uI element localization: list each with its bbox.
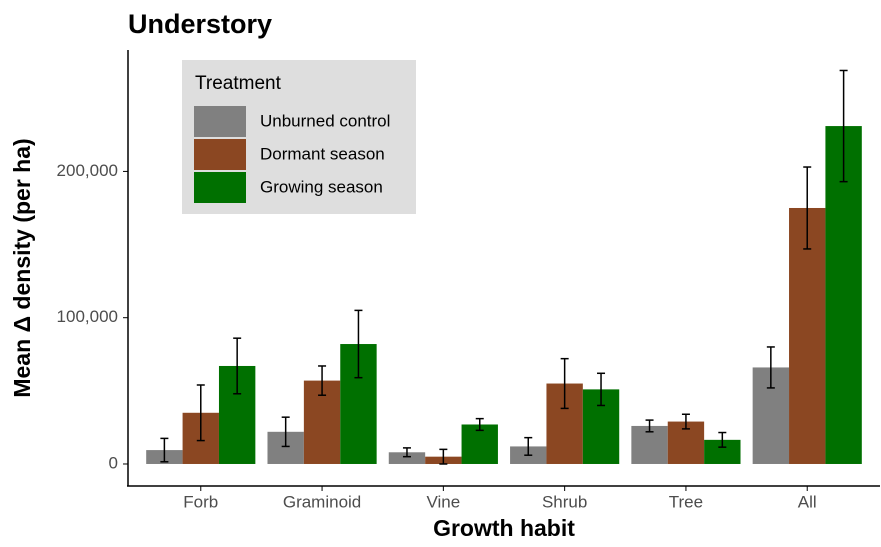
error-bar bbox=[645, 419, 654, 433]
y-tick-label: 200,000 bbox=[57, 161, 118, 180]
legend-title: Treatment bbox=[195, 73, 282, 94]
y-tick-label: 100,000 bbox=[57, 307, 118, 326]
error-bar bbox=[233, 337, 242, 395]
error-bar bbox=[597, 372, 606, 407]
x-axis-title: Growth habit bbox=[433, 515, 575, 541]
error-bar bbox=[718, 431, 727, 448]
x-tick-label: Graminoid bbox=[283, 492, 361, 511]
bar bbox=[388, 452, 426, 464]
error-bar bbox=[524, 436, 533, 456]
error-bar bbox=[281, 416, 290, 448]
legend-label: Unburned control bbox=[260, 111, 390, 130]
error-bar bbox=[160, 437, 169, 463]
error-bar bbox=[439, 448, 448, 465]
y-tick-label: 0 bbox=[109, 453, 118, 472]
x-tick-label: Forb bbox=[183, 492, 218, 511]
x-tick-label: All bbox=[798, 492, 817, 511]
legend-label: Dormant season bbox=[260, 144, 385, 163]
legend-label: Growing season bbox=[260, 177, 383, 196]
x-tick-label: Vine bbox=[426, 492, 460, 511]
legend-swatch bbox=[194, 172, 246, 203]
error-bar bbox=[839, 69, 848, 183]
error-bar bbox=[402, 447, 411, 458]
error-bar bbox=[196, 384, 205, 442]
error-bar bbox=[475, 417, 484, 432]
bar bbox=[789, 207, 826, 464]
error-bar bbox=[681, 413, 690, 430]
error-bar bbox=[354, 309, 363, 379]
error-bar bbox=[803, 166, 812, 250]
x-tick-label: Tree bbox=[669, 492, 703, 511]
chart-title: Understory bbox=[128, 9, 272, 39]
error-bar bbox=[766, 346, 775, 389]
x-tick-label: Shrub bbox=[542, 492, 587, 511]
error-bar bbox=[318, 365, 327, 396]
error-bar bbox=[560, 357, 569, 410]
legend-swatch bbox=[194, 106, 246, 137]
y-axis-title: Mean Δ density (per ha) bbox=[9, 138, 35, 397]
legend-swatch bbox=[194, 139, 246, 170]
